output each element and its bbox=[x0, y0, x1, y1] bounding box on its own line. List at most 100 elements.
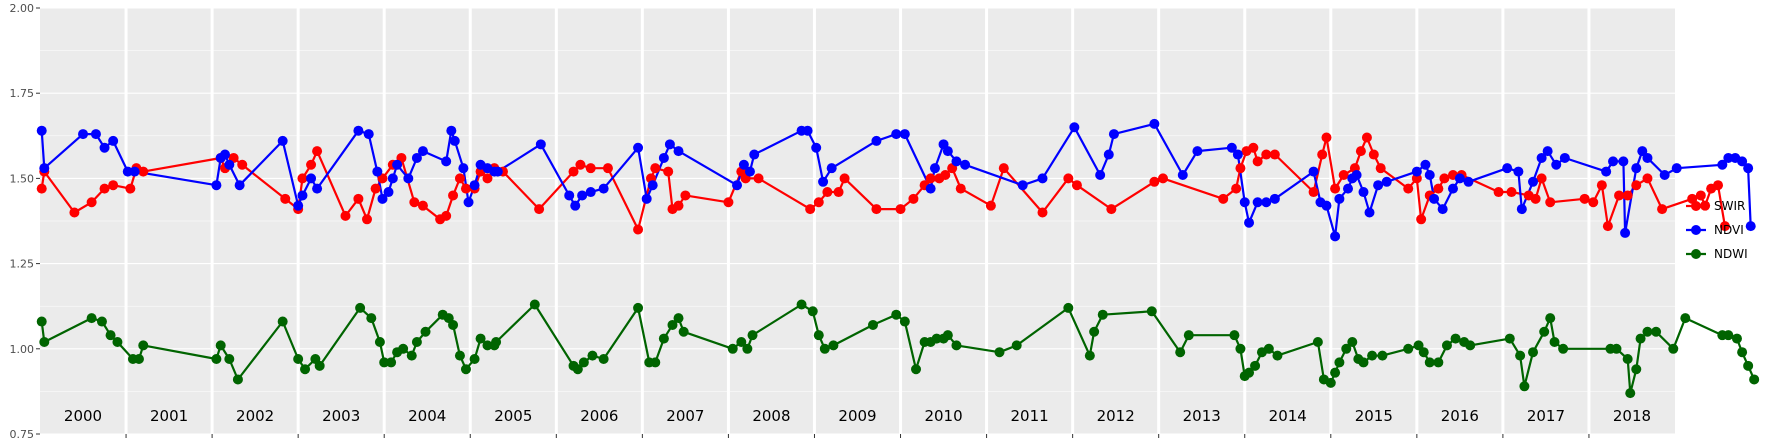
data-point-ndwi bbox=[1723, 330, 1734, 341]
data-point-ndvi bbox=[411, 152, 422, 163]
data-point-ndvi bbox=[293, 200, 304, 211]
data-point-swir bbox=[1642, 173, 1653, 184]
data-point-swir bbox=[940, 169, 951, 180]
data-point-ndwi bbox=[1330, 367, 1341, 378]
data-point-swir bbox=[908, 193, 919, 204]
y-tick-label: 1.25 bbox=[10, 258, 35, 271]
data-point-ndwi bbox=[673, 313, 684, 324]
data-point-ndwi bbox=[411, 336, 422, 347]
data-point-ndvi bbox=[871, 135, 882, 146]
data-point-swir bbox=[1308, 187, 1319, 198]
data-point-swir bbox=[409, 197, 420, 208]
data-point-swir bbox=[86, 197, 97, 208]
data-point-ndwi bbox=[374, 336, 385, 347]
data-point-ndvi bbox=[1149, 118, 1160, 129]
data-point-swir bbox=[1338, 169, 1349, 180]
data-point-ndvi bbox=[441, 156, 452, 167]
data-point-ndwi bbox=[454, 350, 465, 361]
data-point-swir bbox=[99, 183, 110, 194]
data-point-ndvi bbox=[535, 139, 546, 150]
data-point-ndvi bbox=[744, 166, 755, 177]
data-point-ndvi bbox=[1308, 166, 1319, 177]
data-point-swir bbox=[1596, 180, 1607, 191]
data-point-ndwi bbox=[112, 336, 123, 347]
data-point-ndvi bbox=[1411, 166, 1422, 177]
data-point-ndwi bbox=[598, 354, 609, 365]
data-point-ndvi bbox=[598, 183, 609, 194]
data-point-ndvi bbox=[224, 159, 235, 170]
data-point-ndwi bbox=[482, 340, 493, 351]
data-point-ndwi bbox=[1084, 350, 1095, 361]
data-point-swir bbox=[1231, 183, 1242, 194]
data-point-ndvi bbox=[403, 173, 414, 184]
data-point-ndwi bbox=[398, 343, 409, 354]
data-point-ndvi bbox=[39, 163, 50, 174]
data-point-ndwi bbox=[1528, 347, 1539, 358]
data-point-swir bbox=[1321, 132, 1332, 143]
data-point-ndwi bbox=[1504, 333, 1515, 344]
data-point-ndvi bbox=[1513, 166, 1524, 177]
data-point-ndvi bbox=[1330, 231, 1341, 242]
data-point-ndvi bbox=[1743, 163, 1754, 174]
data-point-swir bbox=[441, 210, 452, 221]
data-point-ndwi bbox=[867, 319, 878, 330]
data-point-ndwi bbox=[491, 336, 502, 347]
data-point-swir bbox=[125, 183, 136, 194]
data-point-ndvi bbox=[1373, 180, 1384, 191]
data-point-ndvi bbox=[1192, 146, 1203, 157]
data-point-ndvi bbox=[951, 156, 962, 167]
facet-label: 2012 bbox=[1097, 407, 1135, 425]
data-point-ndvi bbox=[492, 166, 503, 177]
data-point-ndvi bbox=[891, 129, 902, 140]
data-point-swir bbox=[753, 173, 764, 184]
data-point-ndwi bbox=[951, 340, 962, 351]
data-point-ndvi bbox=[1334, 193, 1345, 204]
data-point-ndwi bbox=[1631, 364, 1642, 375]
legend: SWIR NDVI NDWI bbox=[1686, 199, 1748, 261]
data-point-swir bbox=[69, 207, 80, 218]
data-point-ndwi bbox=[1519, 381, 1530, 392]
data-point-ndvi bbox=[564, 190, 575, 201]
y-tick-label: 1.50 bbox=[10, 172, 35, 185]
facet-label: 2013 bbox=[1183, 407, 1221, 425]
data-point-swir bbox=[36, 183, 47, 194]
data-point-swir bbox=[1536, 173, 1547, 184]
data-point-ndwi bbox=[1347, 336, 1358, 347]
y-axis: 0.75 1.00 1.25 1.50 1.75 2.00 bbox=[10, 2, 40, 441]
data-point-ndvi bbox=[363, 129, 374, 140]
data-point-swir bbox=[673, 200, 684, 211]
data-point-swir bbox=[925, 173, 936, 184]
legend-label: NDVI bbox=[1714, 223, 1744, 237]
data-point-ndwi bbox=[1413, 340, 1424, 351]
data-point-ndvi bbox=[1420, 159, 1431, 170]
data-point-swir bbox=[723, 197, 734, 208]
data-point-swir bbox=[280, 193, 291, 204]
data-point-ndvi bbox=[1239, 197, 1250, 208]
data-point-ndwi bbox=[420, 326, 431, 337]
data-point-ndwi bbox=[1325, 377, 1336, 388]
data-point-ndvi bbox=[826, 163, 837, 174]
data-point-swir bbox=[534, 204, 545, 215]
data-point-ndwi bbox=[406, 350, 417, 361]
legend-label: NDWI bbox=[1714, 247, 1748, 261]
data-point-ndvi bbox=[1244, 217, 1255, 228]
data-point-ndwi bbox=[355, 302, 366, 313]
data-point-ndvi bbox=[353, 125, 364, 136]
facet-label: 2002 bbox=[236, 407, 274, 425]
facet-label: 2006 bbox=[580, 407, 618, 425]
data-point-ndwi bbox=[1272, 350, 1283, 361]
data-point-ndwi bbox=[86, 313, 97, 324]
data-point-swir bbox=[1433, 183, 1444, 194]
data-point-ndvi bbox=[1232, 149, 1243, 160]
data-point-ndwi bbox=[386, 357, 397, 368]
data-point-ndwi bbox=[1465, 340, 1476, 351]
data-point-ndwi bbox=[1011, 340, 1022, 351]
data-point-ndvi bbox=[647, 180, 658, 191]
data-point-swir bbox=[871, 204, 882, 215]
data-point-ndvi bbox=[1358, 187, 1369, 198]
data-point-swir bbox=[1375, 163, 1386, 174]
data-point-swir bbox=[805, 204, 816, 215]
data-point-swir bbox=[297, 173, 308, 184]
data-point-ndwi bbox=[994, 347, 1005, 358]
data-point-ndwi bbox=[1625, 388, 1636, 399]
